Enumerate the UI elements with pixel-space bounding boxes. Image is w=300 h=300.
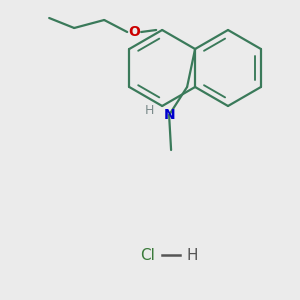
Text: Cl: Cl xyxy=(141,248,155,262)
Text: O: O xyxy=(128,25,140,39)
Text: H: H xyxy=(186,248,198,262)
Text: H: H xyxy=(144,103,154,116)
Text: N: N xyxy=(163,108,175,122)
